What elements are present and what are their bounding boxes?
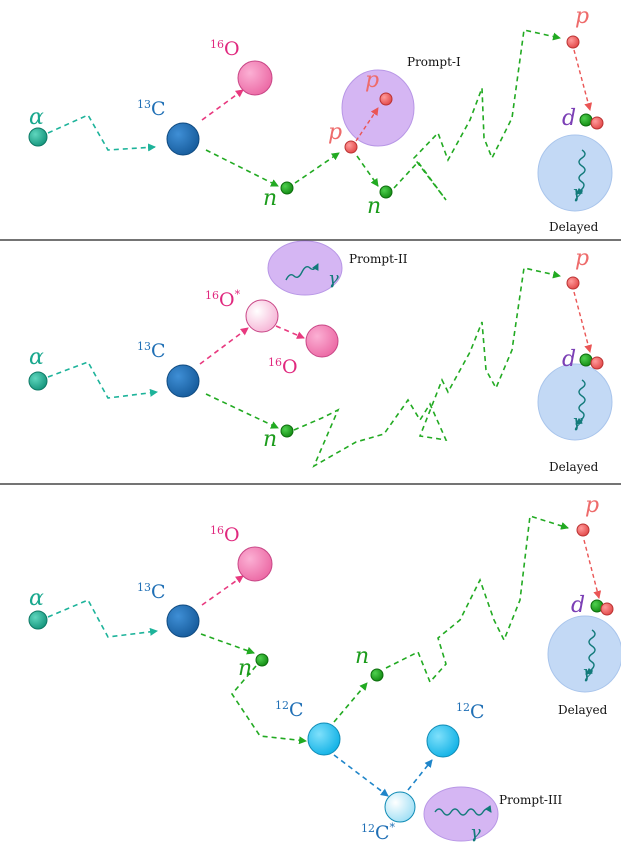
o16-arrow bbox=[201, 89, 244, 121]
alpha-path bbox=[47, 113, 156, 152]
alpha-particle bbox=[28, 610, 48, 630]
c12-excited-label: 12C* bbox=[361, 821, 396, 843]
proton-scattered-label: p bbox=[365, 68, 379, 93]
alpha-label: α bbox=[29, 586, 44, 611]
neutron-arrow-1 bbox=[205, 149, 279, 187]
proton bbox=[344, 140, 358, 154]
prompt-1-label: Prompt-I bbox=[407, 55, 461, 69]
delayed-label-1: Delayed bbox=[549, 220, 599, 234]
c13-label: 13C bbox=[137, 581, 166, 603]
neutron bbox=[370, 668, 384, 682]
c12-label: 12C bbox=[456, 701, 485, 723]
proton-far bbox=[576, 523, 590, 537]
proton-far-label: p bbox=[585, 493, 599, 518]
deuteron-label: d bbox=[562, 347, 576, 372]
alpha-particle bbox=[28, 127, 48, 147]
neutron-label: n bbox=[238, 656, 252, 681]
c13-label: 13C bbox=[137, 98, 166, 120]
gamma-wave-icon bbox=[585, 629, 596, 675]
deuteron-proton bbox=[590, 116, 604, 130]
neutron-walk-3 bbox=[385, 514, 569, 684]
neutron-arrow-1 bbox=[205, 393, 279, 429]
neutron-label: n bbox=[367, 194, 381, 219]
c13-nucleus bbox=[166, 122, 200, 156]
deuteron-proton bbox=[590, 356, 604, 370]
neutron-path-to-c12 bbox=[230, 665, 307, 745]
neutron-walk-1 bbox=[393, 29, 561, 201]
neutron-label: n bbox=[263, 427, 277, 452]
o16-label: 16O bbox=[268, 356, 298, 378]
o16-label: 16O bbox=[210, 38, 240, 60]
o16-deexcite-arrow bbox=[275, 325, 305, 339]
c12-nucleus bbox=[426, 724, 460, 758]
c13-label: 13C bbox=[137, 340, 166, 362]
neutron-label: n bbox=[355, 644, 369, 669]
proton-scattered bbox=[379, 92, 393, 106]
c12-deexcite-arrow bbox=[407, 759, 433, 791]
gamma-wave-icon bbox=[575, 379, 586, 425]
c12-excite-arrow bbox=[333, 754, 389, 797]
neutron bbox=[379, 185, 393, 199]
delayed-label-3: Delayed bbox=[558, 703, 608, 717]
gamma-wave-icon bbox=[575, 149, 586, 195]
gamma-label: γ bbox=[470, 822, 481, 843]
proton-far bbox=[566, 35, 580, 49]
o16-nucleus bbox=[237, 60, 273, 96]
gamma-wave-icon bbox=[285, 263, 319, 281]
c12-excited-nucleus bbox=[384, 791, 416, 823]
o16-nucleus bbox=[237, 546, 273, 582]
gamma-wave-icon bbox=[434, 805, 492, 816]
gamma-label: γ bbox=[328, 268, 339, 289]
deuteron-label: d bbox=[562, 106, 576, 131]
proton-far bbox=[566, 276, 580, 290]
delayed-region-2 bbox=[537, 363, 613, 441]
neutron bbox=[280, 181, 294, 195]
o16-excited-arrow bbox=[199, 327, 249, 365]
neutron bbox=[255, 653, 269, 667]
gamma-label: γ bbox=[572, 411, 583, 432]
deuteron-neutron bbox=[579, 353, 593, 367]
deuteron-proton bbox=[600, 602, 614, 616]
proton-to-deuteron-arrow bbox=[573, 49, 593, 111]
proton-to-deuteron-arrow bbox=[583, 539, 602, 599]
o16-label: 16O bbox=[210, 524, 240, 546]
gamma-label: γ bbox=[572, 182, 583, 203]
c13-nucleus bbox=[166, 604, 200, 638]
alpha-path bbox=[47, 598, 158, 638]
proton-far-label: p bbox=[575, 4, 589, 29]
deuteron-label: d bbox=[571, 593, 585, 618]
prompt-2-label: Prompt-II bbox=[349, 252, 408, 266]
prompt-3-label: Prompt-III bbox=[499, 793, 562, 807]
neutron-arrow-1 bbox=[200, 633, 255, 655]
delayed-region-3 bbox=[547, 615, 621, 693]
c12-label: 12C bbox=[275, 699, 304, 721]
neutron-walk-2 bbox=[293, 267, 561, 468]
delayed-label-2: Delayed bbox=[549, 460, 599, 474]
alpha-label: α bbox=[29, 105, 44, 130]
c13-nucleus bbox=[166, 364, 200, 398]
neutron-label: n bbox=[263, 186, 277, 211]
alpha-label: α bbox=[29, 345, 44, 370]
deuteron-neutron bbox=[579, 113, 593, 127]
neutron-arrow-2 bbox=[356, 155, 379, 187]
neutron-scatter-arrow bbox=[333, 682, 368, 723]
panel-prompt-1: α 13C 16O n p p n Prompt-I p d γ Delayed bbox=[28, 4, 613, 234]
panel-prompt-2: α 13C 16O* 16O Prompt-II γ n p d γ Delay… bbox=[28, 240, 613, 474]
proton-to-deuteron-arrow bbox=[573, 291, 593, 353]
o16-arrow bbox=[201, 575, 244, 606]
proton-far-label: p bbox=[575, 246, 589, 271]
c12-nucleus bbox=[307, 722, 341, 756]
gamma-label: γ bbox=[582, 662, 593, 683]
delayed-region-1 bbox=[537, 134, 613, 212]
panel-prompt-3: α 13C 16O n 12C n 12C 12C* Prompt-III γ … bbox=[28, 493, 621, 843]
o16-excited-nucleus bbox=[245, 299, 279, 333]
o16-excited-label: 16O* bbox=[205, 288, 241, 311]
alpha-particle bbox=[28, 371, 48, 391]
alpha-path bbox=[47, 361, 158, 399]
neutron bbox=[280, 424, 294, 438]
neutron-to-proton-arrow bbox=[294, 152, 340, 184]
o16-nucleus bbox=[305, 324, 339, 358]
proton-label: p bbox=[328, 120, 342, 145]
